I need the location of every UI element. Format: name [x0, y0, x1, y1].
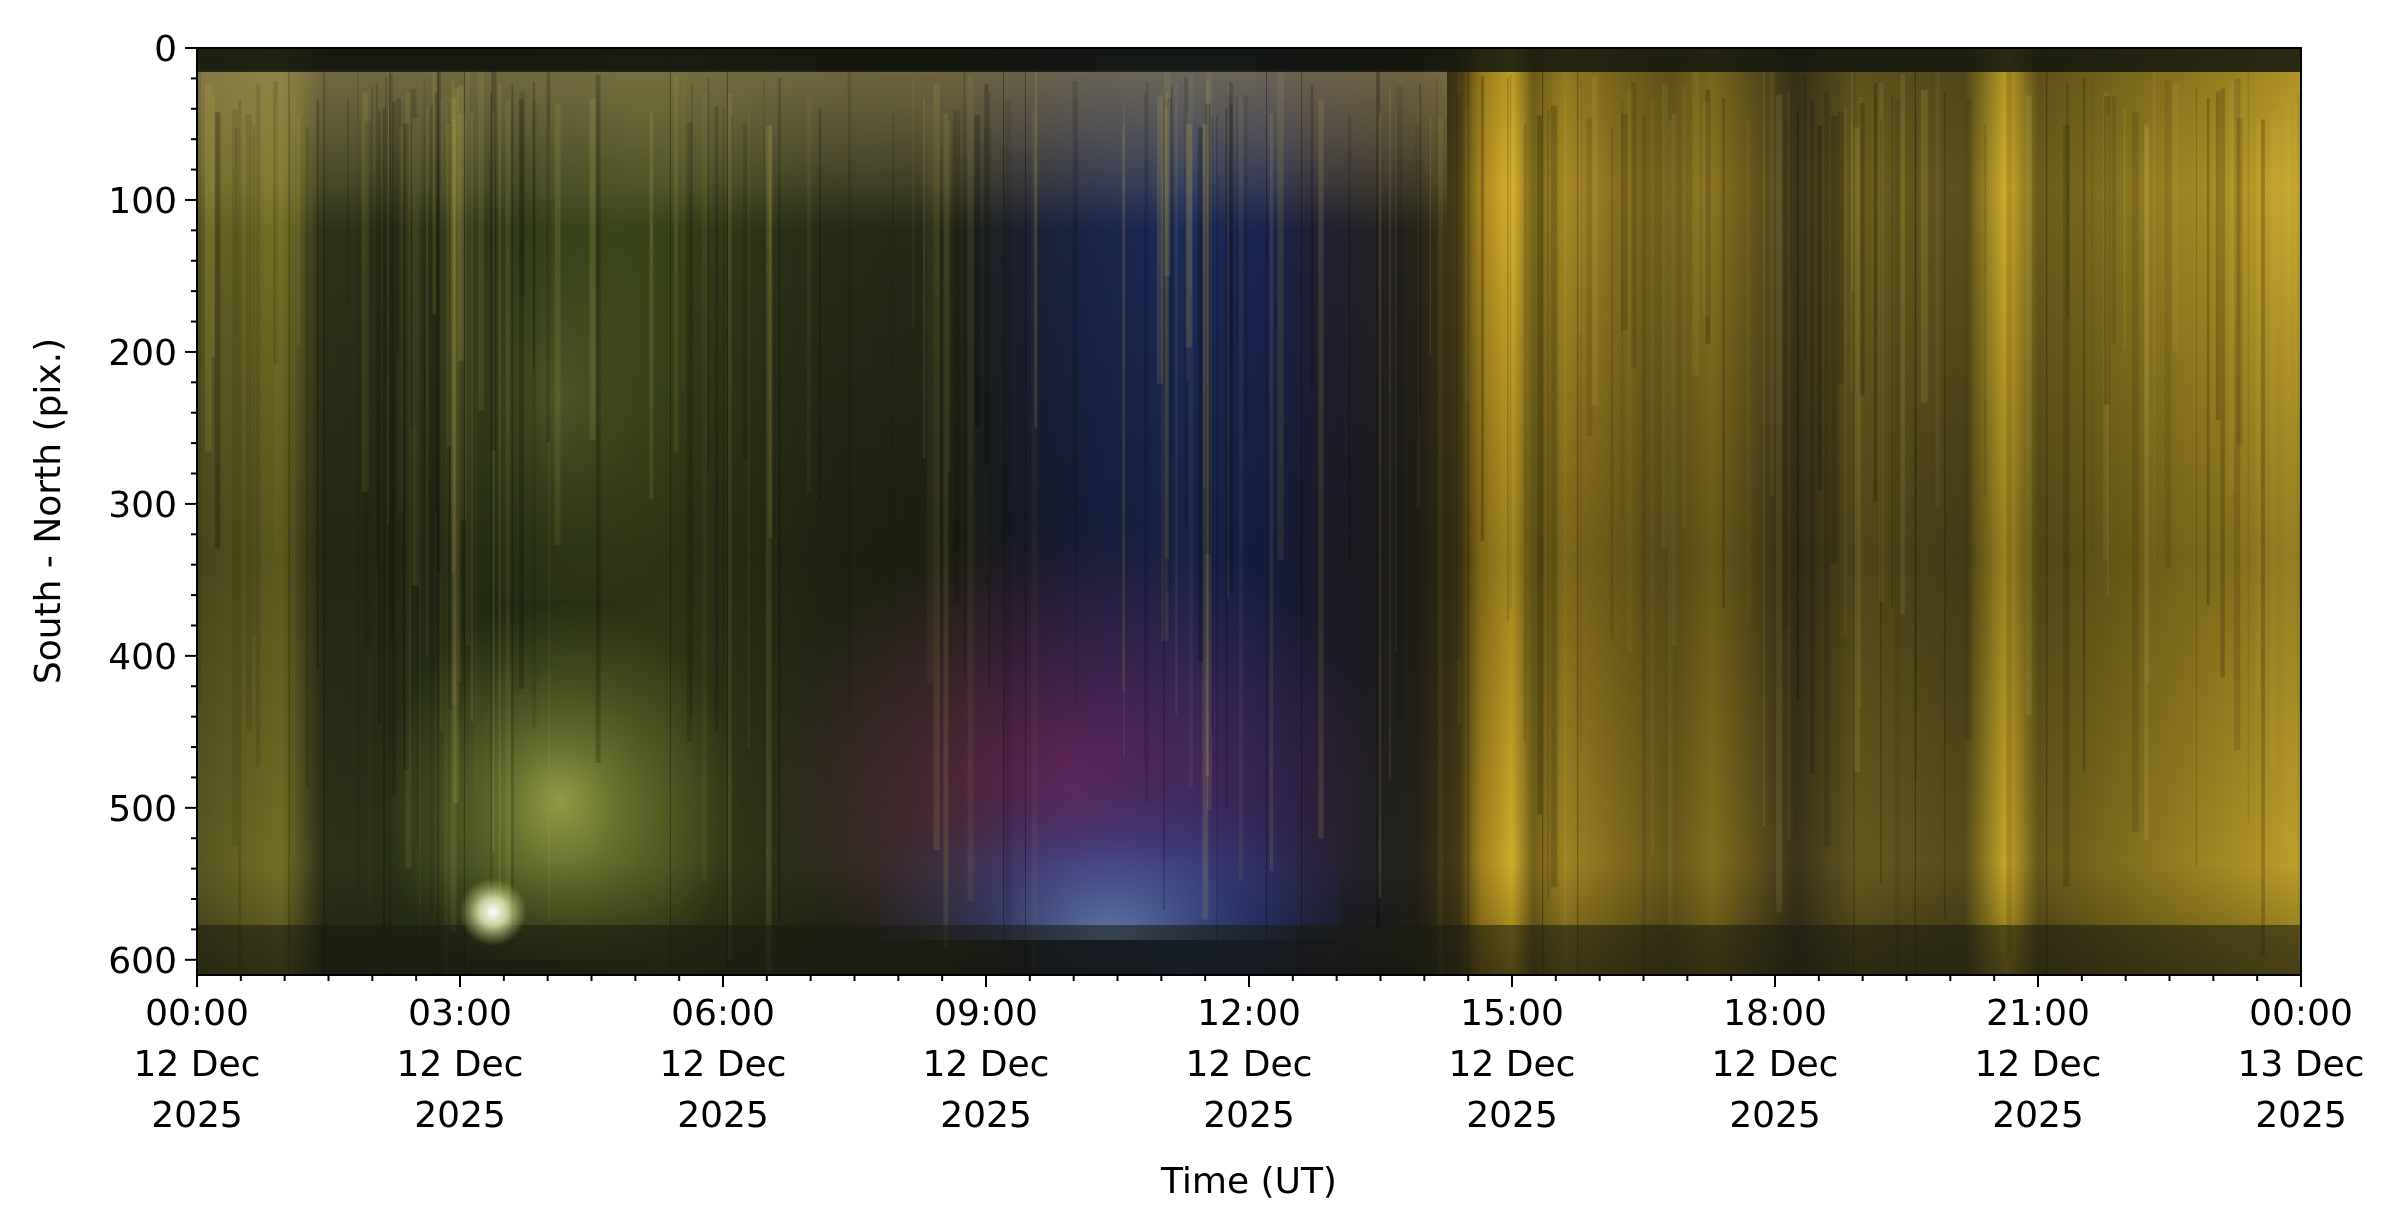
x-tick-label: 12 Dec — [660, 1044, 787, 1085]
x-tick-label: 00:00 — [145, 993, 249, 1034]
top-dark-band — [197, 48, 2301, 72]
x-tick-label: 13 Dec — [2238, 1044, 2365, 1085]
x-tick-label: 2025 — [151, 1095, 243, 1136]
x-tick-label: 21:00 — [1986, 993, 2090, 1034]
keogram-image — [197, 48, 2301, 975]
x-tick-label: 18:00 — [1723, 993, 1827, 1034]
bottom-horizon-band — [197, 925, 2301, 975]
x-axis-label: Time (UT) — [1160, 1161, 1337, 1202]
x-tick-label: 12 Dec — [1186, 1044, 1313, 1085]
x-tick-label: 09:00 — [934, 993, 1038, 1034]
moon-glow — [459, 878, 527, 946]
x-tick-label: 12:00 — [1197, 993, 1301, 1034]
y-tick-label: 600 — [108, 941, 177, 982]
y-tick-label: 400 — [108, 637, 177, 678]
x-tick-label: 00:00 — [2249, 993, 2353, 1034]
x-tick-label: 2025 — [940, 1095, 1032, 1136]
y-tick-label: 100 — [108, 181, 177, 222]
y-tick-label: 300 — [108, 485, 177, 526]
y-axis: 0 100 200 300 400 500 600 — [108, 29, 197, 982]
x-tick-label: 2025 — [1729, 1095, 1821, 1136]
x-tick-label: 12 Dec — [1975, 1044, 2102, 1085]
x-tick-label: 12 Dec — [923, 1044, 1050, 1085]
x-tick-label: 15:00 — [1460, 993, 1564, 1034]
x-tick-label: 2025 — [1466, 1095, 1558, 1136]
x-axis: 00:00 12 Dec 2025 03:00 12 Dec 2025 06:00 12 De… — [134, 975, 2365, 1136]
y-axis-label: South - North (pix.) — [28, 338, 69, 684]
x-tick-label: 12 Dec — [1712, 1044, 1839, 1085]
x-tick-label: 2025 — [677, 1095, 769, 1136]
x-tick-label: 06:00 — [671, 993, 775, 1034]
x-tick-label: 03:00 — [408, 993, 512, 1034]
x-tick-label: 2025 — [1992, 1095, 2084, 1136]
x-tick-label: 2025 — [1203, 1095, 1295, 1136]
x-tick-label: 12 Dec — [1449, 1044, 1576, 1085]
x-tick-label: 2025 — [414, 1095, 506, 1136]
x-tick-label: 12 Dec — [134, 1044, 261, 1085]
x-tick-label: 12 Dec — [397, 1044, 524, 1085]
y-tick-label: 200 — [108, 333, 177, 374]
x-tick-label: 2025 — [2255, 1095, 2347, 1136]
y-tick-label: 500 — [108, 789, 177, 830]
y-tick-label: 0 — [154, 29, 177, 70]
